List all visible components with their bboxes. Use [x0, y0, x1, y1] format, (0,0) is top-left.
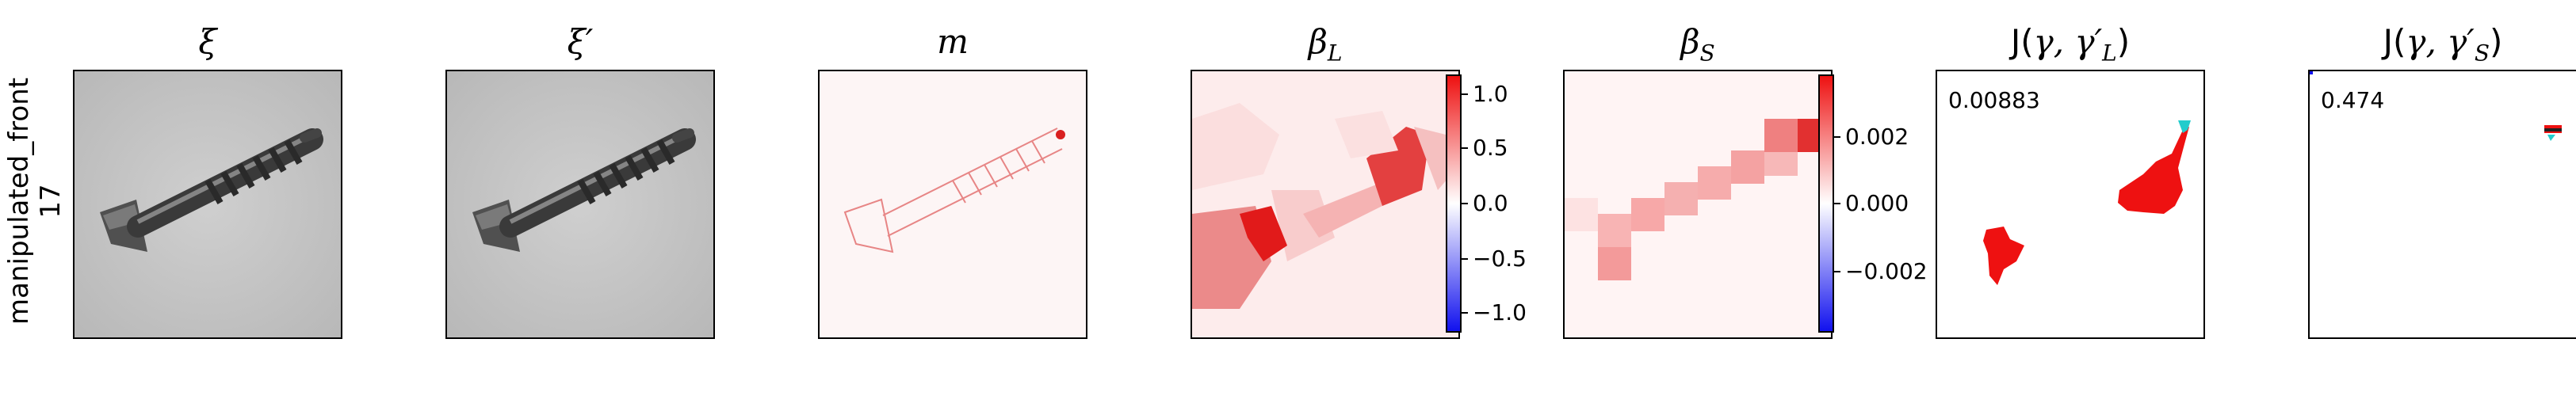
J-L-overlap-mask [1983, 120, 2191, 285]
beta-S-tick-3: −0.002 [1845, 258, 1928, 284]
panel-J-L-mask: 0.00883 [1936, 70, 2205, 339]
beta-L-tick-3: 0.0 [1473, 190, 1508, 216]
screw-image [75, 71, 341, 337]
panel-title-beta-S: βS [1680, 22, 1715, 67]
row-label-name: manipulated_front [3, 77, 35, 325]
panel-xi-image [73, 70, 342, 339]
panel-beta-S-map [1563, 70, 1833, 339]
panel-m-image [818, 70, 1087, 339]
J-S-overlap-mask [2310, 71, 2562, 141]
panel-title-J-L: J(γ, γ′L) [2010, 22, 2131, 67]
beta-L-tick-4: −0.5 [1473, 246, 1527, 272]
panel-beta-L-map [1191, 70, 1460, 339]
beta-S-colorbar [1818, 74, 1834, 333]
beta-S-heatmap [1565, 71, 1831, 337]
panel-J-S-mask: 0.474 [2308, 70, 2576, 339]
screw-image-manipulated [447, 71, 713, 337]
panel-title-xi-prime: ξ′ [567, 22, 594, 61]
beta-L-tick-1: 1.0 [1473, 81, 1508, 107]
J-L-score: 0.00883 [1948, 87, 2040, 113]
panel-title-xi: ξ [198, 22, 217, 61]
beta-S-tick-1: 0.002 [1845, 124, 1909, 150]
beta-S-colorbar-axis: 0.002 0.000 −0.002 [1818, 74, 1928, 333]
row-label-index: 17 [35, 184, 67, 219]
beta-L-heatmap [1192, 71, 1458, 337]
difference-map [820, 71, 1086, 337]
beta-S-tick-2: 0.000 [1845, 190, 1909, 216]
panel-title-J-S: J(γ, γ′S) [2383, 22, 2503, 67]
beta-L-colorbar [1446, 74, 1462, 333]
panel-title-beta-L: βL [1308, 22, 1343, 67]
panel-title-m: m [937, 22, 969, 61]
J-S-score: 0.474 [2321, 87, 2385, 113]
beta-L-colorbar-axis: 1.0 0.5 0.0 −0.5 −1.0 [1446, 74, 1527, 333]
beta-L-tick-2: 0.5 [1473, 135, 1508, 161]
beta-L-tick-5: −1.0 [1473, 299, 1527, 326]
panel-xi-prime-image [445, 70, 715, 339]
row-label: manipulated_front 17 [3, 78, 67, 325]
